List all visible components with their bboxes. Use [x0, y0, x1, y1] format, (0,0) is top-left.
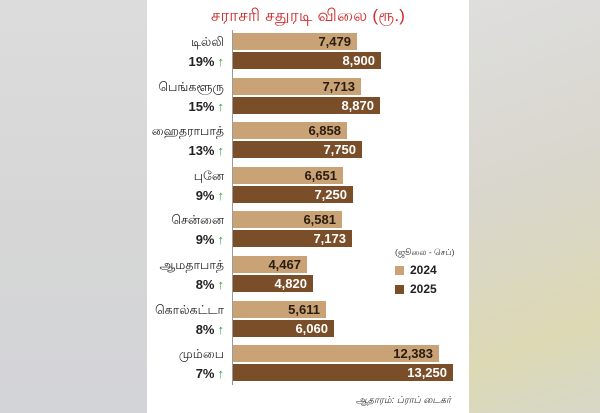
growth-value: 8%: [195, 321, 215, 337]
growth-percent: 13% ↑: [188, 143, 224, 158]
up-arrow-icon: ↑: [217, 232, 225, 248]
chart-row: ஹைதராபாத் 13% ↑ 6,858 7,750: [147, 122, 469, 162]
city-label: பெங்களூரு: [158, 79, 224, 94]
bar-value-label: 13,250: [407, 365, 447, 381]
chart-row: புனே 9% ↑ 6,651 7,250: [147, 166, 469, 207]
chart-row: டில்லி 19% ↑ 7,479 8,900: [147, 33, 469, 73]
chart-row: பெங்களூரு 15% ↑ 7,713 8,870: [147, 77, 469, 118]
up-arrow-icon: ↑: [217, 321, 225, 337]
bar-2025: 13,250: [233, 364, 453, 382]
growth-value: 15%: [188, 98, 215, 114]
bar-2025: 8,900: [233, 52, 381, 69]
city-label: ஆமதாபாத்: [159, 258, 224, 272]
up-arrow-icon: ↑: [217, 366, 225, 382]
bar-value-label: 6,651: [304, 167, 337, 183]
bar-value-label: 6,060: [295, 320, 328, 336]
growth-value: 19%: [188, 54, 215, 69]
city-label: சென்னை: [171, 213, 224, 228]
legend-swatch-2025: [395, 284, 404, 294]
city-label: மும்பை: [178, 347, 224, 362]
city-label: ஹைதராபாத்: [151, 124, 224, 139]
bar-2025: 7,173: [233, 230, 352, 248]
source-credit: ஆதாரம்: ப்ராப் டைகர்: [355, 395, 451, 406]
city-label: புனே: [193, 168, 224, 183]
up-arrow-icon: ↑: [217, 187, 225, 203]
bar-2024: 12,383: [233, 345, 439, 363]
bar-value-label: 6,858: [308, 123, 341, 139]
bar-value-label: 7,250: [314, 186, 347, 202]
growth-percent: 7% ↑: [196, 366, 224, 381]
growth-percent: 8% ↑: [196, 322, 224, 337]
growth-value: 7%: [195, 366, 215, 382]
bar-2025: 7,250: [233, 185, 353, 203]
bar-2024: 6,858: [233, 122, 347, 140]
legend: (ஜூலை - செப்) 2024 2025: [395, 247, 469, 301]
growth-percent: 15% ↑: [188, 99, 224, 114]
growth-value: 9%: [195, 232, 215, 248]
legend-item-2025: 2025: [395, 282, 469, 296]
city-label: கொல்கட்டா: [154, 302, 224, 317]
up-arrow-icon: ↑: [217, 277, 225, 292]
page-background-right: [469, 0, 600, 413]
y-axis-line: [232, 30, 233, 385]
bar-2024: 7,479: [233, 33, 357, 50]
up-arrow-icon: ↑: [217, 98, 225, 114]
bar-2024: 5,611: [233, 300, 326, 318]
chart-row: ஆமதாபாத் 8% ↑ 4,467 4,820: [147, 256, 469, 296]
chart-row: சென்னை 9% ↑ 6,581 7,173: [147, 211, 469, 251]
city-label: டில்லி: [190, 35, 224, 49]
growth-value: 13%: [188, 143, 215, 159]
growth-value: 8%: [195, 277, 215, 292]
bar-value-label: 7,750: [323, 142, 356, 158]
growth-percent: 9% ↑: [196, 232, 224, 247]
chart-title: சராசரி சதுரடி விலை (ரூ.): [210, 6, 406, 25]
page-background-left: [0, 0, 147, 413]
bar-2024: 4,467: [233, 256, 307, 273]
chart-row: கொல்கட்டா 8% ↑ 5,611 6,060: [147, 300, 469, 341]
legend-label-2025: 2025: [410, 282, 437, 296]
bar-value-label: 8,900: [342, 53, 375, 68]
legend-swatch-2024: [395, 265, 404, 275]
bar-value-label: 4,467: [268, 257, 301, 272]
bar-2025: 7,750: [233, 141, 362, 159]
bar-value-label: 7,713: [322, 78, 355, 94]
legend-period-note: (ஜூலை - செப்): [395, 247, 455, 257]
bar-value-label: 4,820: [274, 276, 307, 291]
bar-value-label: 7,173: [313, 231, 346, 247]
bar-2025: 6,060: [233, 319, 334, 337]
bar-value-label: 12,383: [393, 346, 433, 362]
growth-value: 9%: [195, 187, 215, 203]
up-arrow-icon: ↑: [217, 143, 225, 159]
growth-percent: 9% ↑: [196, 188, 224, 203]
up-arrow-icon: ↑: [217, 54, 225, 69]
bar-value-label: 7,479: [318, 34, 351, 49]
bar-2024: 6,651: [233, 166, 343, 184]
bar-2025: 4,820: [233, 275, 313, 292]
bar-2024: 7,713: [233, 77, 361, 95]
bar-value-label: 8,870: [341, 97, 374, 113]
bar-2025: 8,870: [233, 96, 380, 114]
legend-label-2024: 2024: [410, 263, 437, 277]
growth-percent: 8% ↑: [196, 277, 224, 292]
chart-card: சராசரி சதுரடி விலை (ரூ.) டில்லி 19% ↑ 7,479…: [147, 0, 469, 413]
bar-value-label: 5,611: [288, 301, 320, 317]
bar-2024: 6,581: [233, 211, 342, 229]
growth-percent: 19% ↑: [188, 54, 224, 69]
legend-item-2024: 2024: [395, 263, 469, 277]
chart-row: மும்பை 7% ↑ 12,383 13,250: [147, 345, 469, 385]
bar-value-label: 6,581: [303, 212, 336, 228]
